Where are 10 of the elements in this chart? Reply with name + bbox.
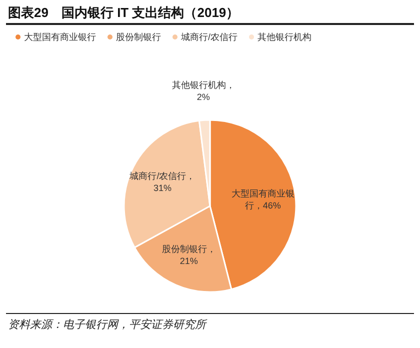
data-label: 大型国有商业银行，46% [231, 188, 294, 210]
data-label: 股份制银行，21% [162, 244, 216, 266]
data-label: 城商行/农信行，31% [128, 170, 196, 193]
legend-label: 其他银行机构 [258, 32, 312, 42]
legend-label: 城商行/农信行 [180, 32, 238, 42]
text: 资料来源：电子银行网，平安证券研究所 [8, 318, 208, 331]
chart-title: 图表29 国内银行 IT 支出结构（2019） [8, 5, 240, 20]
data-label: 其他银行机构，2% [172, 80, 235, 102]
legend-label: 大型国有商业银行 [24, 32, 96, 42]
legend-label: 股份制银行 [116, 32, 161, 42]
